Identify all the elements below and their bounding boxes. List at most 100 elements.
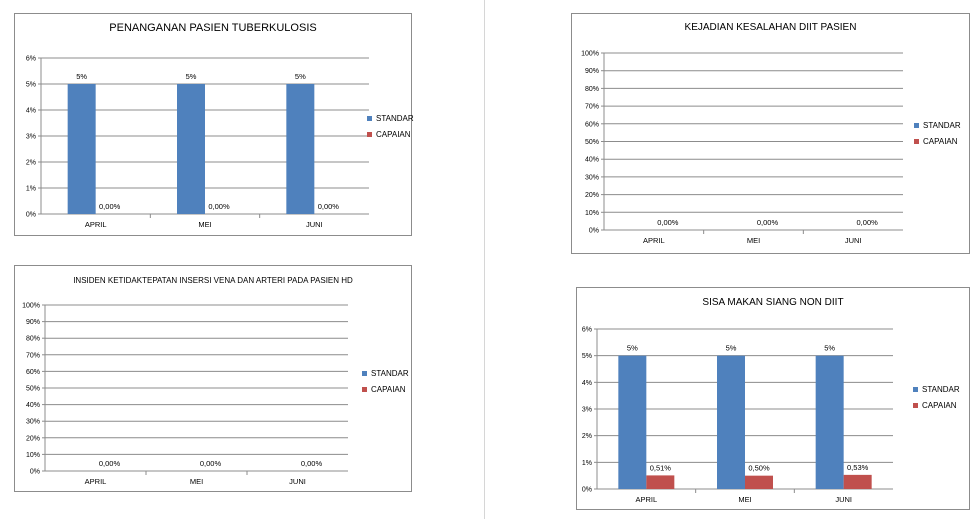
y-tick-label: 1% — [582, 460, 592, 467]
y-tick-label: 2% — [26, 160, 36, 167]
data-label: 5% — [186, 72, 197, 81]
x-tick-label: JUNI — [835, 495, 852, 504]
y-tick-label: 20% — [26, 435, 40, 442]
legend-label: CAPAIAN — [376, 129, 411, 139]
data-label: 5% — [726, 344, 737, 353]
legend-swatch — [362, 370, 367, 376]
y-tick-label: 3% — [582, 407, 592, 414]
y-tick-label: 100% — [581, 51, 599, 58]
y-tick-label: 6% — [582, 327, 592, 334]
data-label: 0,00% — [301, 459, 323, 468]
legend: STANDAR CAPAIAN — [367, 110, 414, 142]
x-tick-label: MEI — [190, 477, 203, 486]
legend: STANDAR CAPAIAN — [362, 365, 409, 397]
legend-item-capaian: CAPAIAN — [913, 397, 960, 413]
chart-title: SISA MAKAN SIANG NON DIIT — [702, 297, 844, 308]
y-tick-label: 6% — [26, 56, 36, 63]
chart-title: PENANGANAN PASIEN TUBERKULOSIS — [109, 22, 317, 34]
y-tick-label: 80% — [26, 336, 40, 343]
x-tick-label: MEI — [747, 236, 760, 245]
legend-item-capaian: CAPAIAN — [362, 381, 409, 397]
data-label: 0,53% — [847, 463, 869, 472]
y-tick-label: 5% — [582, 353, 592, 360]
data-label: 0,00% — [200, 459, 222, 468]
data-label: 5% — [627, 344, 638, 353]
y-tick-label: 40% — [26, 402, 40, 409]
data-label: 0,00% — [657, 218, 679, 227]
bar-standar — [618, 355, 647, 489]
data-label: 0,00% — [99, 202, 121, 211]
data-label: 5% — [295, 72, 306, 81]
x-tick-label: JUNI — [306, 220, 323, 229]
chart-sisa-makan-siang: SISA MAKAN SIANG NON DIIT 0% 1% 2% 3% 4% 5% 6% A… — [576, 287, 970, 510]
y-tick-label: 0% — [26, 212, 36, 219]
legend-label: STANDAR — [922, 384, 960, 394]
legend-label: CAPAIAN — [371, 384, 406, 394]
legend-label: STANDAR — [376, 113, 414, 123]
y-tick-label: 80% — [585, 86, 599, 93]
data-label: 0,50% — [748, 464, 770, 473]
x-tick-label: JUNI — [289, 477, 306, 486]
y-tick-label: 60% — [585, 121, 599, 128]
legend: STANDAR CAPAIAN — [913, 381, 960, 413]
y-tick-label: 20% — [585, 192, 599, 199]
y-tick-label: 30% — [585, 174, 599, 181]
page-divider — [484, 0, 485, 519]
y-tick-label: 0% — [30, 469, 40, 476]
bar-standar — [177, 84, 205, 214]
y-tick-label: 100% — [22, 303, 40, 310]
legend-swatch — [913, 402, 918, 408]
y-tick-label: 30% — [26, 419, 40, 426]
bar-standar — [286, 84, 315, 214]
y-tick-label: 10% — [585, 210, 599, 217]
legend-swatch — [914, 138, 919, 144]
y-tick-label: 60% — [26, 369, 40, 376]
chart-kesalahan-diit: KEJADIAN KESALAHAN DIIT PASIEN 0% 10% 20% 30… — [571, 13, 970, 254]
bar-standar — [717, 355, 745, 489]
x-tick-label: MEI — [738, 495, 751, 504]
bar-standar — [815, 355, 844, 489]
legend-label: STANDAR — [923, 120, 961, 130]
legend-item-capaian: CAPAIAN — [914, 133, 961, 149]
data-label: 5% — [76, 72, 87, 81]
data-label: 0,00% — [99, 459, 121, 468]
legend-item-capaian: CAPAIAN — [367, 126, 414, 142]
legend-item-standar: STANDAR — [367, 110, 414, 126]
legend-item-standar: STANDAR — [362, 365, 409, 381]
plot-area: 0% 10% 20% 30% 40% 50% 60% 70% 80% 90% 100% APRIL 0,… — [22, 303, 348, 486]
data-label: 5% — [824, 344, 835, 353]
y-tick-label: 70% — [585, 104, 599, 111]
data-label: 0,51% — [650, 463, 672, 472]
y-tick-label: 70% — [26, 352, 40, 359]
plot-area: 0% 1% 2% 3% 4% 5% 6% APRIL 5% 0,51% MEI 5% 0,50% JUNI… — [582, 327, 893, 504]
x-tick-label: APRIL — [85, 220, 107, 229]
y-tick-label: 5% — [26, 82, 36, 89]
y-tick-label: 90% — [585, 68, 599, 75]
data-label: 0,00% — [757, 218, 779, 227]
bar-capaian — [843, 474, 872, 489]
legend-label: STANDAR — [371, 368, 409, 378]
x-tick-label: APRIL — [635, 495, 657, 504]
chart-insersi-vena-arteri: INSIDEN KETIDAKTEPATAN INSERSI VENA DAN … — [14, 265, 412, 492]
bar-standar — [67, 84, 96, 214]
bar-capaian — [646, 475, 675, 489]
data-label: 0,00% — [208, 202, 230, 211]
y-tick-label: 50% — [26, 386, 40, 393]
legend-label: CAPAIAN — [923, 136, 958, 146]
y-tick-label: 0% — [589, 228, 599, 235]
data-label: 0,00% — [318, 202, 340, 211]
y-tick-label: 1% — [26, 186, 36, 193]
legend-label: CAPAIAN — [922, 400, 957, 410]
plot-area: 0% 1% 2% 3% 4% 5% 6% APRIL 5% 0,00% MEI 5% 0,00% JUNI… — [26, 56, 369, 229]
y-tick-label: 50% — [585, 139, 599, 146]
chart-title: KEJADIAN KESALAHAN DIIT PASIEN — [684, 22, 857, 33]
legend-swatch — [914, 122, 919, 128]
legend-swatch — [367, 131, 372, 137]
bar-capaian — [745, 475, 773, 489]
x-tick-label: JUNI — [845, 236, 862, 245]
y-tick-label: 4% — [26, 108, 36, 115]
x-tick-label: MEI — [198, 220, 211, 229]
plot-area: 0% 10% 20% 30% 40% 50% 60% 70% 80% 90% 100% APRIL 0,… — [581, 51, 903, 245]
legend-swatch — [362, 386, 367, 392]
legend: STANDAR CAPAIAN — [914, 117, 961, 149]
